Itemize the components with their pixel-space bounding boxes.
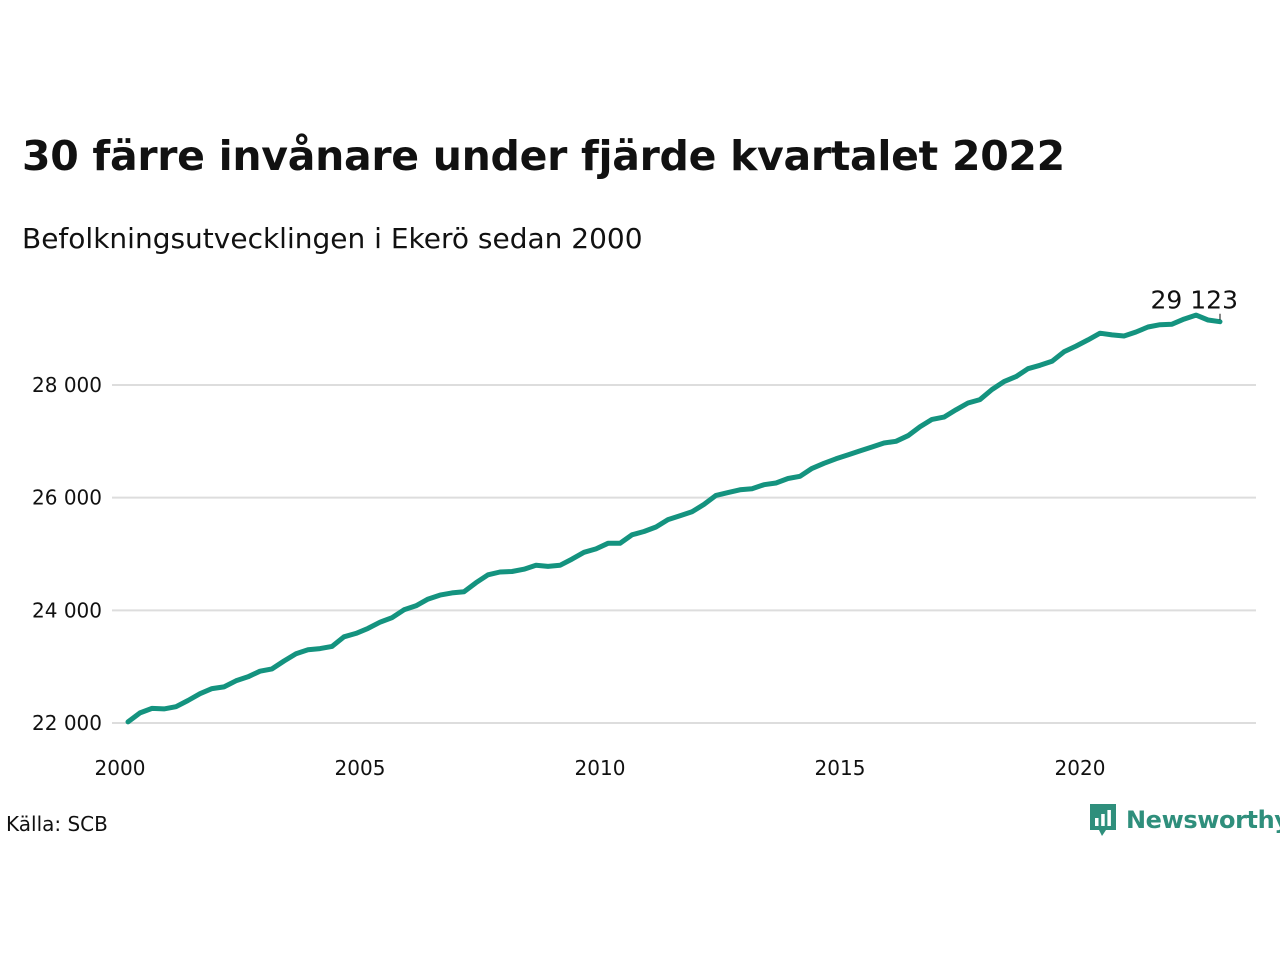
source-note: Källa: SCB bbox=[6, 812, 108, 836]
x-tick-label: 2010 bbox=[575, 756, 626, 780]
bar-chart-speech-bubble-icon bbox=[1090, 804, 1116, 836]
x-axis-tick-labels: 2000 2005 2010 2015 2020 bbox=[95, 756, 1106, 780]
chart-title: 30 färre invånare under fjärde kvartalet… bbox=[22, 132, 1065, 180]
x-tick-label: 2020 bbox=[1055, 756, 1106, 780]
brand-name: Newsworthy bbox=[1126, 806, 1280, 834]
x-tick-label: 2015 bbox=[815, 756, 866, 780]
gridlines bbox=[112, 384, 1256, 724]
end-value-label: 29 123 bbox=[1151, 286, 1238, 315]
y-tick-label: 22 000 bbox=[32, 711, 102, 735]
x-tick-label: 2005 bbox=[335, 756, 386, 780]
y-axis-tick-labels: 22 000 24 000 26 000 28 000 bbox=[32, 373, 102, 735]
y-tick-label: 26 000 bbox=[32, 486, 102, 510]
population-line bbox=[125, 312, 1223, 725]
y-tick-label: 24 000 bbox=[32, 598, 102, 622]
chart-subtitle: Befolkningsutvecklingen i Ekerö sedan 20… bbox=[22, 222, 643, 255]
x-tick-label: 2000 bbox=[95, 756, 146, 780]
newsworthy-logo: Newsworthy bbox=[1088, 802, 1280, 838]
y-tick-label: 28 000 bbox=[32, 373, 102, 397]
